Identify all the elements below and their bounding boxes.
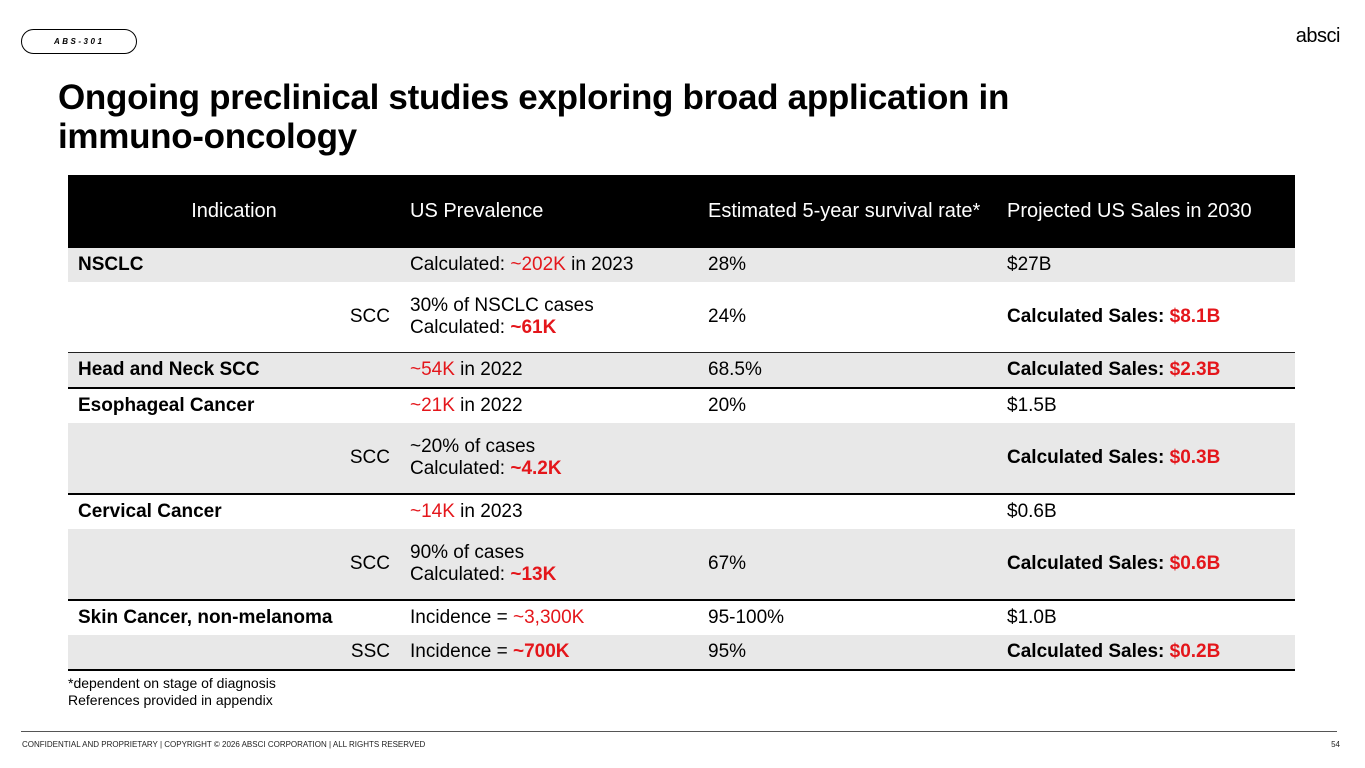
prevalence-suffix: in 2023: [565, 254, 634, 275]
indication-cell: SCC: [68, 423, 400, 495]
footnote-survival: *dependent on stage of diagnosis: [68, 675, 276, 691]
footnote-references: References provided in appendix: [68, 692, 273, 708]
table-row: SCC 90% of cases Calculated: ~13K 67% Cal…: [68, 529, 1295, 601]
prevalence-prefix: Incidence =: [410, 607, 513, 628]
survival-cell: 95%: [698, 635, 997, 671]
prevalence-value: ~3,300K: [513, 607, 585, 628]
sales-value: $0.2B: [1169, 641, 1221, 662]
prevalence-value: ~54K: [410, 359, 455, 380]
indication-cell: SCC: [349, 306, 390, 327]
table-row: Esophageal Cancer ~21K in 2022 20% $1.5B: [68, 388, 1295, 423]
prevalence-value: ~21K: [410, 395, 455, 416]
prevalence-line: 30% of NSCLC cases: [410, 295, 594, 316]
sales-cell: Calculated Sales: $2.3B: [997, 352, 1295, 389]
table-row: Skin Cancer, non-melanoma Incidence = ~3…: [68, 600, 1295, 635]
section-tag: ABS-301: [21, 29, 137, 54]
table-header-row: Indication US Prevalence Estimated 5-yea…: [68, 175, 1295, 248]
prevalence-cell: ~21K in 2022: [400, 388, 698, 423]
table-row: SCC 30% of NSCLC cases Calculated: ~61K 2…: [68, 282, 1295, 353]
absci-logo: absci: [1295, 25, 1341, 47]
prevalence-cell: ~54K in 2022: [400, 352, 698, 389]
sales-value: $2.3B: [1169, 359, 1221, 380]
indication-cell: NSCLC: [68, 248, 400, 282]
sales-cell: Calculated Sales: $0.3B: [997, 423, 1295, 495]
table-row: SCC ~20% of cases Calculated: ~4.2K Calcu…: [68, 423, 1295, 495]
prevalence-cell: Incidence = ~3,300K: [400, 600, 698, 635]
table-row: NSCLC Calculated: ~202K in 2023 28% $27B: [68, 248, 1295, 282]
survival-cell: 20%: [708, 395, 747, 416]
header-us-prevalence: US Prevalence: [400, 175, 698, 248]
prevalence-prefix: Calculated:: [410, 564, 511, 585]
footer-copyright: CONFIDENTIAL AND PROPRIETARY | COPYRIGHT…: [22, 740, 426, 749]
sales-cell: Calculated Sales: $0.2B: [997, 635, 1295, 671]
survival-cell: 68.5%: [698, 352, 997, 389]
sales-value: $0.6B: [1169, 553, 1221, 574]
survival-cell: 28%: [698, 248, 997, 282]
prevalence-prefix: Calculated:: [410, 317, 511, 338]
indication-cell: SSC: [68, 635, 400, 671]
survival-cell: 24%: [708, 306, 747, 327]
sales-value: $8.1B: [1169, 306, 1221, 327]
sales-label: Calculated Sales:: [1007, 447, 1170, 468]
prevalence-cell: 90% of cases Calculated: ~13K: [400, 529, 698, 601]
sales-value: $0.3B: [1169, 447, 1221, 468]
indication-cell: Head and Neck SCC: [68, 352, 400, 389]
sales-cell: $1.0B: [1007, 607, 1057, 628]
survival-cell: [698, 423, 997, 495]
sales-cell: $27B: [997, 248, 1295, 282]
prevalence-value: ~202K: [510, 254, 566, 275]
footer-divider: [21, 731, 1337, 732]
prevalence-prefix: Calculated:: [410, 254, 511, 275]
sales-cell: Calculated Sales: $8.1B: [997, 282, 1295, 353]
sales-label: Calculated Sales:: [1007, 641, 1170, 662]
table-row: Cervical Cancer ~14K in 2023 $0.6B: [68, 494, 1295, 529]
header-projected-sales: Projected US Sales in 2030: [997, 175, 1295, 248]
page-title: Ongoing preclinical studies exploring br…: [58, 78, 1010, 156]
prevalence-prefix: Incidence =: [410, 641, 513, 662]
prevalence-suffix: in 2022: [454, 395, 523, 416]
prevalence-value: ~700K: [513, 641, 570, 662]
survival-cell: 67%: [698, 529, 997, 601]
prevalence-cell: ~20% of cases Calculated: ~4.2K: [400, 423, 698, 495]
indication-cell: SCC: [68, 529, 400, 601]
sales-label: Calculated Sales:: [1007, 553, 1170, 574]
indication-cell: Skin Cancer, non-melanoma: [78, 607, 333, 628]
prevalence-cell: Incidence = ~700K: [400, 635, 698, 671]
prevalence-line: ~20% of cases: [410, 436, 536, 457]
sales-cell: Calculated Sales: $0.6B: [997, 529, 1295, 601]
header-indication: Indication: [68, 175, 400, 248]
header-survival-rate: Estimated 5-year survival rate*: [698, 175, 997, 248]
prevalence-value: ~61K: [510, 317, 557, 338]
indication-table: Indication US Prevalence Estimated 5-yea…: [68, 175, 1295, 671]
sales-cell: $1.5B: [1007, 395, 1057, 416]
indication-cell: Cervical Cancer: [78, 501, 222, 522]
footnotes: *dependent on stage of diagnosis Referen…: [68, 675, 276, 709]
prevalence-value: ~4.2K: [510, 458, 562, 479]
prevalence-suffix: in 2022: [454, 359, 523, 380]
prevalence-value: ~13K: [510, 564, 557, 585]
sales-label: Calculated Sales:: [1007, 359, 1170, 380]
prevalence-value: ~14K: [410, 501, 455, 522]
prevalence-cell: ~14K in 2023: [400, 494, 698, 529]
prevalence-line: 90% of cases: [410, 542, 525, 563]
sales-label: Calculated Sales:: [1007, 306, 1170, 327]
survival-cell: 95-100%: [708, 607, 785, 628]
table-row: Head and Neck SCC ~54K in 2022 68.5% Cal…: [68, 352, 1295, 389]
prevalence-suffix: in 2023: [454, 501, 523, 522]
prevalence-prefix: Calculated:: [410, 458, 511, 479]
survival-cell: [698, 494, 997, 529]
table-row: SSC Incidence = ~700K 95% Calculated Sal…: [68, 635, 1295, 671]
prevalence-cell: Calculated: ~202K in 2023: [400, 248, 698, 282]
prevalence-cell: 30% of NSCLC cases Calculated: ~61K: [400, 282, 698, 353]
indication-cell: Esophageal Cancer: [78, 395, 255, 416]
sales-cell: $0.6B: [1007, 501, 1057, 522]
page-number: 54: [1331, 740, 1340, 749]
